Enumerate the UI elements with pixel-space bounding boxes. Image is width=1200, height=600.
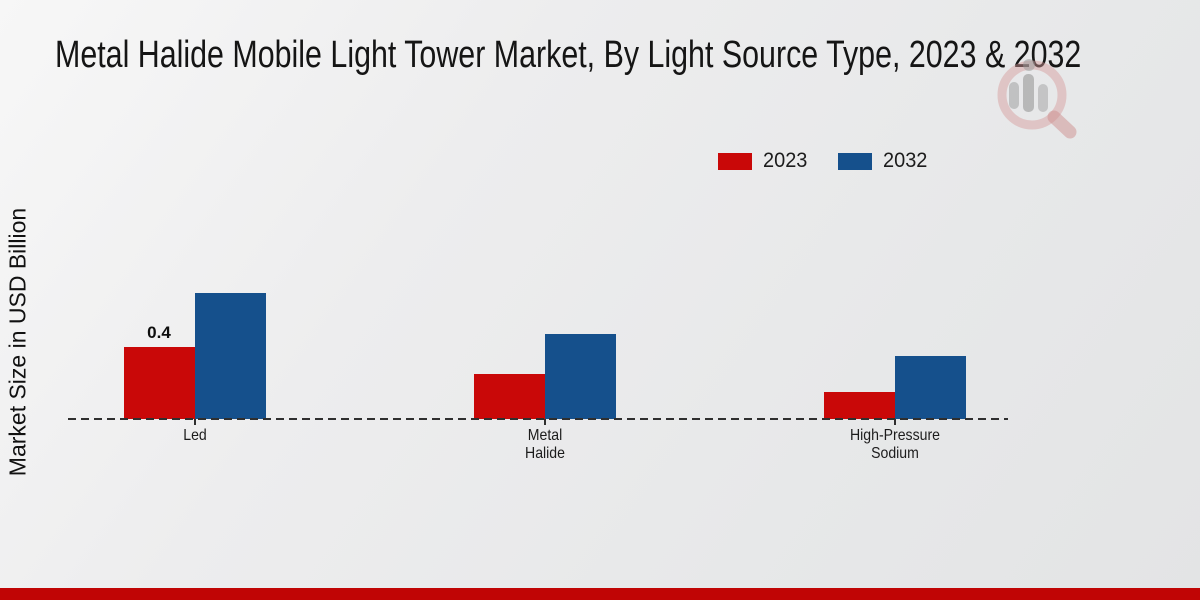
legend-swatch-2032	[838, 152, 872, 170]
bar-value-label-2023-led: 0.4	[147, 323, 171, 342]
legend-swatch-2023	[718, 152, 752, 170]
category-label-metal-halide: Metal Halide	[525, 427, 565, 462]
legend: 2023 2032	[0, 147, 1200, 175]
category-label-high-pressure-sodium: High-Pressure Sodium	[849, 427, 940, 462]
x-axis-dashed-baseline	[68, 418, 1008, 420]
footer-accent-bar	[0, 588, 1200, 600]
x-axis-tick-metal-halide	[544, 419, 546, 425]
category-label-led: Led	[183, 427, 207, 444]
legend-label-2023: 2023	[763, 149, 808, 172]
x-axis-tick-high-pressure-sodium	[894, 419, 896, 425]
legend-item-2032: 2032	[838, 147, 930, 175]
legend-item-2023: 2023	[718, 147, 810, 175]
x-axis-tick-led	[194, 419, 196, 425]
bar-2023-led	[124, 347, 195, 419]
bar-2023-metal-halide	[474, 374, 545, 419]
chart-title: Metal Halide Mobile Light Tower Market, …	[55, 34, 1082, 76]
bar-2032-metal-halide	[545, 334, 616, 419]
bar-2032-high-pressure-sodium	[895, 356, 966, 419]
bar-2032-led	[195, 293, 266, 419]
market-research-logo-icon	[997, 59, 1077, 139]
legend-label-2032: 2032	[883, 149, 928, 172]
bar-2023-high-pressure-sodium	[824, 392, 895, 419]
